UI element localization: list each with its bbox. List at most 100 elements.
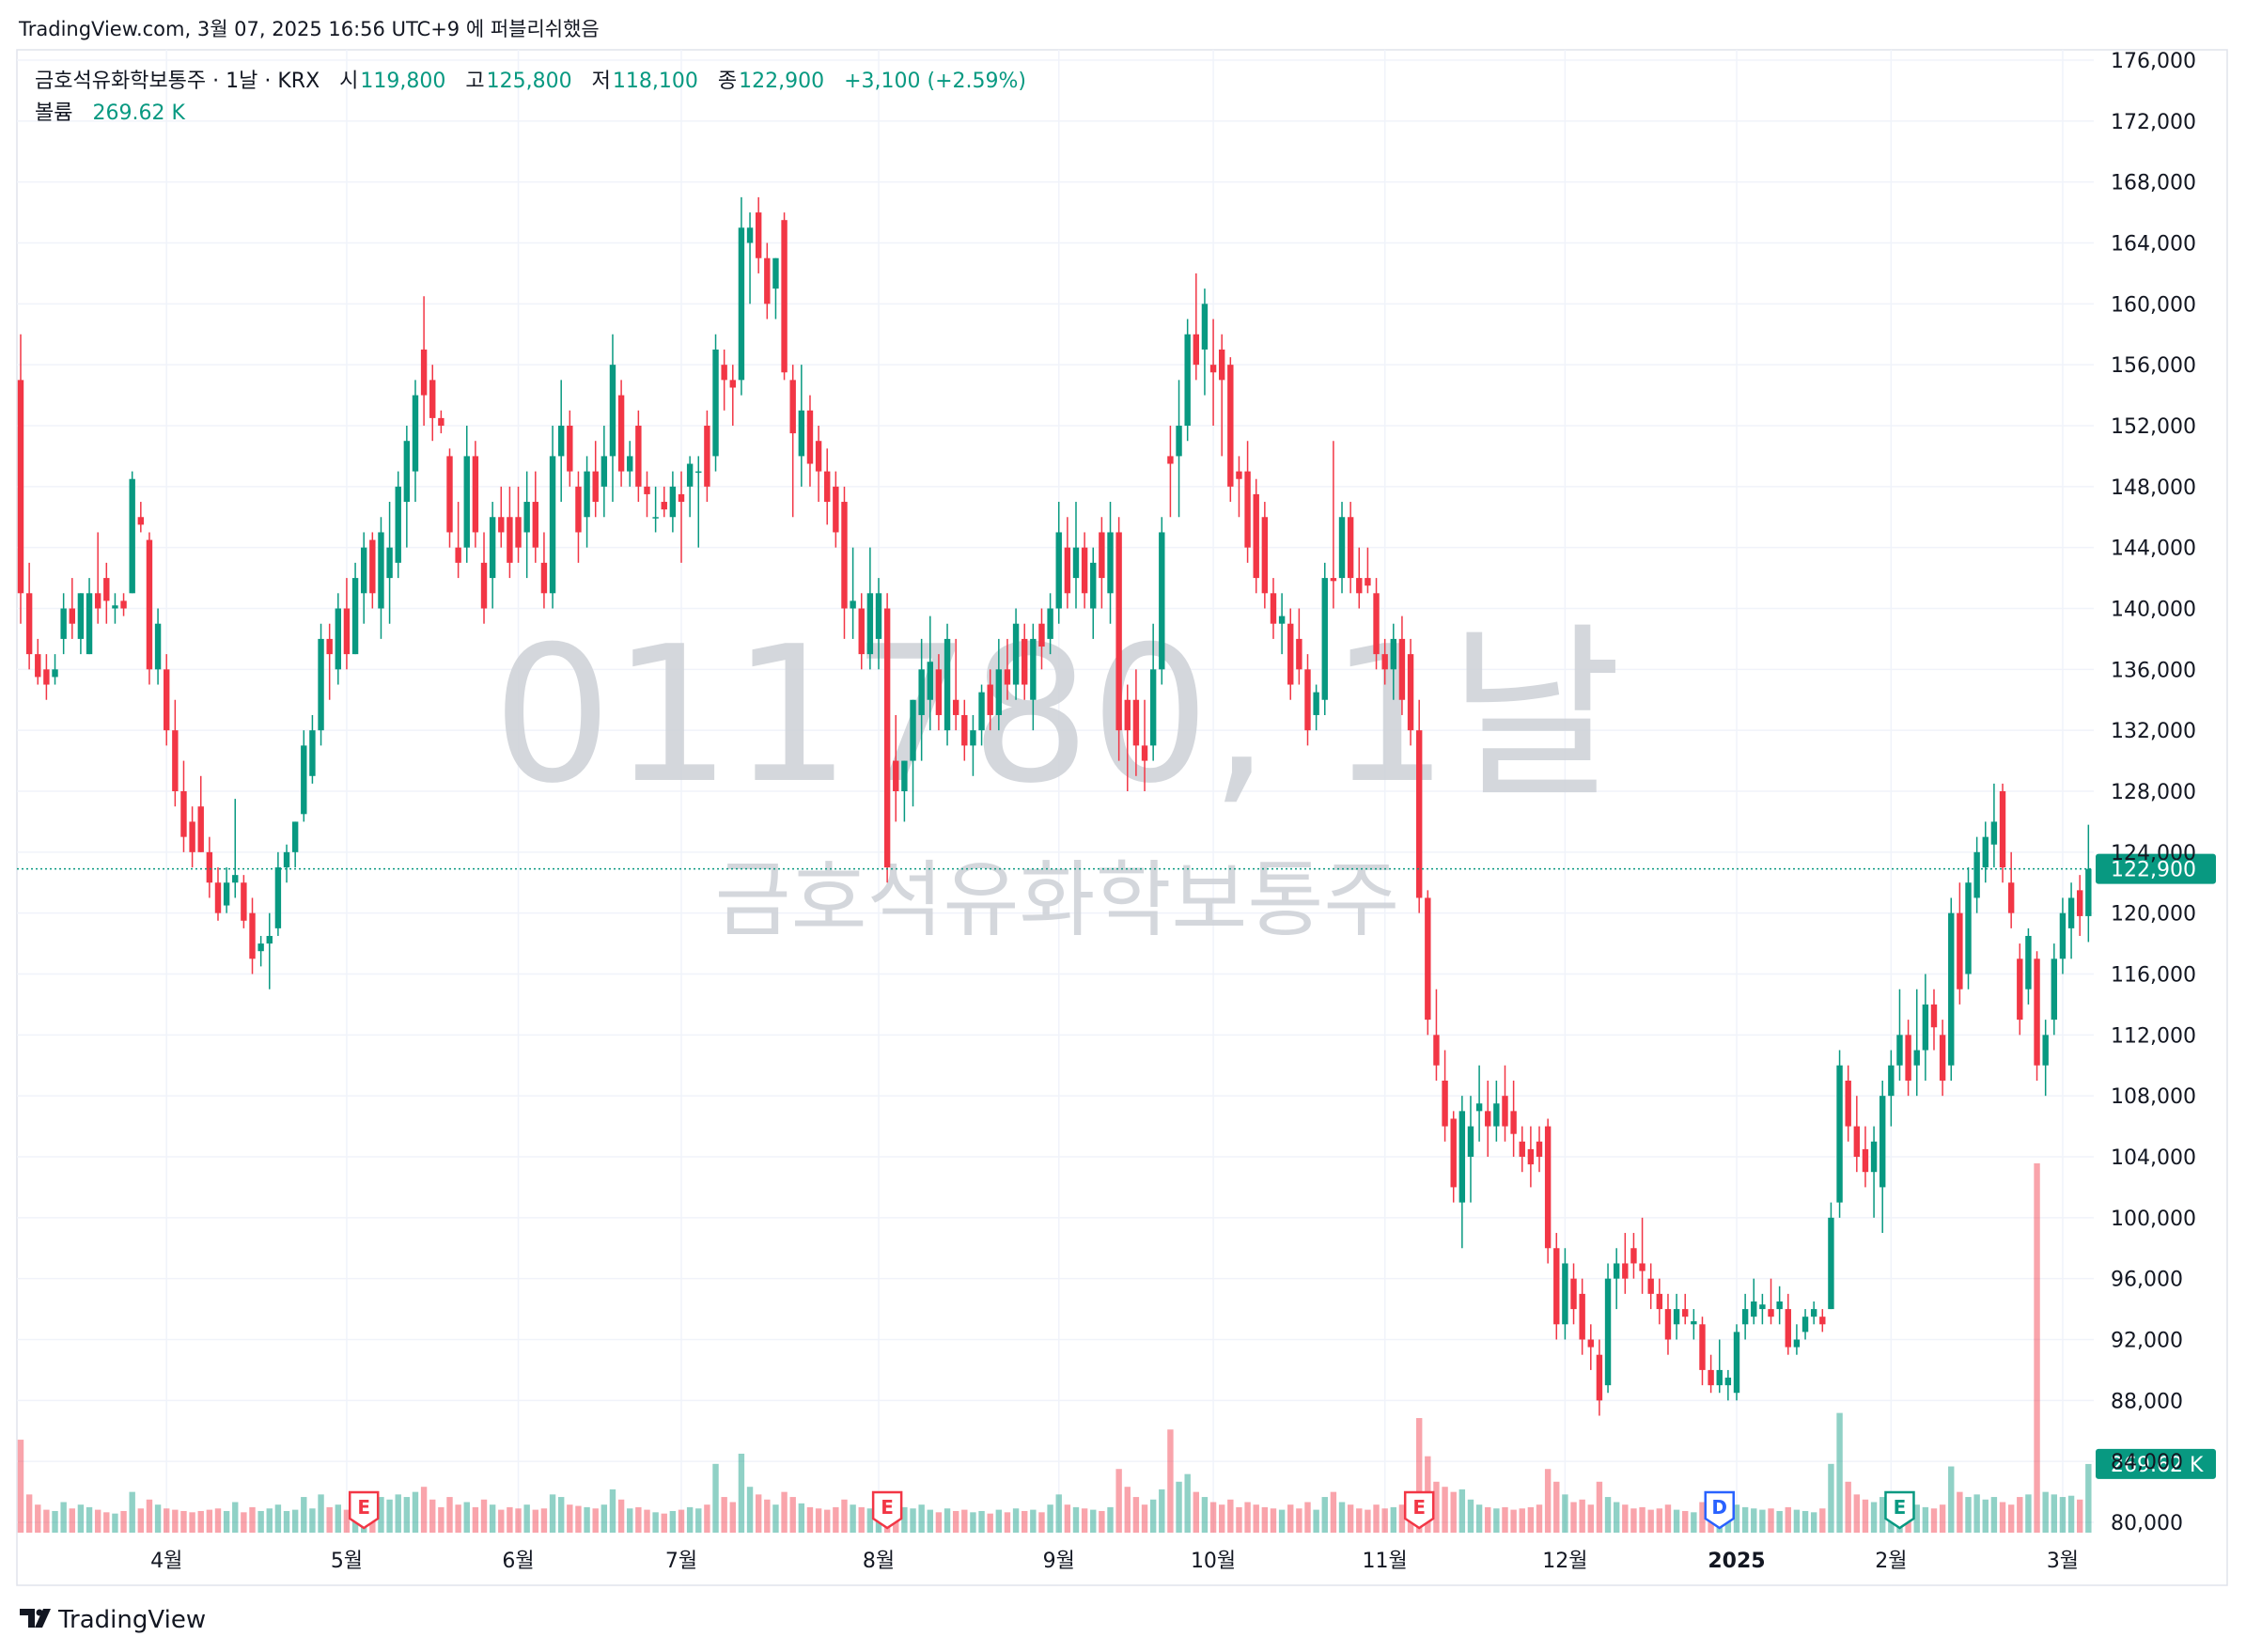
volume-bar: [1458, 1488, 1466, 1533]
volume-bar: [1973, 1494, 1980, 1533]
volume-bar: [274, 1504, 282, 1533]
candle-body: [1716, 1369, 1723, 1386]
candle-body: [1853, 1126, 1861, 1157]
candle-body: [1691, 1321, 1697, 1325]
candle-body: [1862, 1148, 1869, 1173]
candle-body: [1905, 1035, 1911, 1081]
volume-bar: [695, 1508, 702, 1533]
candle-body: [1149, 669, 1157, 746]
ohlc-value: 125,800: [486, 70, 572, 93]
candle-body: [1176, 426, 1182, 457]
candle-body: [197, 806, 204, 852]
candle-body: [669, 486, 677, 518]
volume-bar: [1184, 1473, 1191, 1533]
candle-body: [927, 662, 933, 700]
y-tick-label: 116,000: [2111, 964, 2196, 988]
event-marker: [1403, 1490, 1435, 1530]
brand: TradingView: [57, 1606, 206, 1634]
candle-body: [1682, 1309, 1689, 1317]
volume-bar: [206, 1509, 213, 1533]
y-tick-label: 132,000: [2111, 720, 2196, 743]
volume-bar: [1030, 1509, 1037, 1533]
candle-body: [1124, 699, 1131, 731]
volume-bar: [1467, 1499, 1474, 1533]
volume-bar: [129, 1491, 135, 1533]
volume-bar: [1836, 1412, 1843, 1533]
candle-body: [1167, 456, 1174, 464]
candle-body: [1913, 1050, 1920, 1066]
volume-bar: [77, 1504, 85, 1533]
candle-body: [1004, 669, 1011, 685]
y-tick-label: 160,000: [2111, 293, 2196, 317]
volume-bar: [557, 1497, 565, 1533]
y-tick-label: 120,000: [2111, 903, 2196, 927]
candle-body: [17, 380, 24, 594]
y-tick-label: 108,000: [2111, 1085, 2196, 1109]
candle-body: [1922, 1004, 1929, 1051]
candle-body: [789, 380, 796, 434]
candle-body: [1373, 593, 1380, 655]
volume-badge-label: 269.62 K: [2111, 1454, 2204, 1477]
candle-body: [1458, 1111, 1466, 1203]
candle-body: [695, 471, 702, 474]
candle-body: [1819, 1317, 1826, 1325]
volume-bar: [1485, 1506, 1491, 1533]
x-tick-label: 11월: [1363, 1550, 1408, 1573]
candle-body: [351, 578, 359, 655]
y-tick-label: 140,000: [2111, 599, 2196, 622]
y-tick-label: 172,000: [2111, 111, 2196, 134]
candle-body: [1724, 1378, 1732, 1386]
volume-bar: [1596, 1481, 1603, 1533]
volume-bar: [438, 1506, 445, 1533]
candle-body: [43, 669, 50, 685]
volume-bar: [1801, 1510, 1809, 1533]
watermark-symbol: 011780, 1날: [492, 606, 1622, 825]
candle-body: [1227, 365, 1234, 487]
candle-body: [584, 471, 590, 518]
volume-bar: [1570, 1502, 1577, 1533]
volume-bar: [2059, 1497, 2067, 1533]
volume-bar: [197, 1510, 204, 1533]
y-tick-label: 88,000: [2111, 1390, 2183, 1413]
volume-bar: [1132, 1497, 1140, 1533]
volume-bar: [1647, 1509, 1654, 1533]
candle-body: [772, 257, 779, 289]
volume-bar: [1219, 1504, 1225, 1533]
candle-body: [1990, 821, 1998, 845]
y-tick-label: 156,000: [2111, 354, 2196, 378]
volume-bar: [1141, 1504, 1148, 1533]
volume-bar: [318, 1494, 324, 1533]
candle-body: [1982, 836, 1989, 868]
candle-body: [1845, 1080, 1851, 1127]
volume-bar: [103, 1512, 110, 1533]
volume-bar: [1236, 1506, 1242, 1533]
candle-body: [1570, 1278, 1577, 1310]
candle-body: [918, 669, 925, 715]
candle-body: [112, 605, 118, 609]
candle-body: [875, 593, 882, 639]
candle-body: [1398, 638, 1406, 700]
volume-bar: [1107, 1506, 1114, 1533]
volume-bar: [223, 1510, 230, 1533]
candle-body: [25, 593, 33, 655]
event-marker: [1704, 1490, 1735, 1530]
candle-body: [1664, 1309, 1672, 1340]
candle-body: [472, 456, 479, 533]
volume-bar: [987, 1513, 993, 1533]
volume-bar: [378, 1497, 384, 1533]
volume-bar: [746, 1487, 754, 1533]
candle-body: [52, 669, 58, 678]
volume-bar: [180, 1510, 187, 1533]
volume-bar: [455, 1504, 461, 1533]
volume-bar: [1012, 1508, 1020, 1533]
volume-bar: [1939, 1504, 1946, 1533]
candle-body: [1064, 547, 1071, 594]
volume-bar: [1913, 1504, 1920, 1533]
x-tick-label: 4월: [150, 1550, 182, 1573]
candle-body: [507, 517, 513, 563]
volume-bar: [1853, 1494, 1861, 1533]
candle-body: [257, 943, 264, 952]
x-tick-label: 7월: [665, 1550, 697, 1573]
candle-body: [635, 426, 642, 487]
candle-body: [1253, 493, 1259, 579]
